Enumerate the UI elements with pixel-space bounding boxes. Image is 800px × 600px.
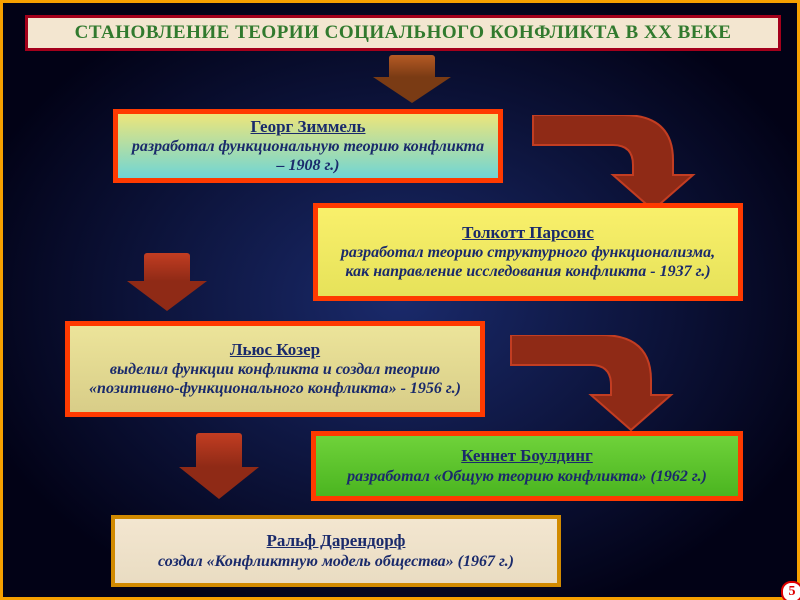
card-desc: разработал «Общую теорию конфликта» (196… xyxy=(347,467,707,486)
card-desc: выделил функции конфликта и создал теори… xyxy=(80,360,470,398)
card-desc: разработал функциональную теорию конфлик… xyxy=(128,137,488,175)
card-boulding: Кеннет Боулдингразработал «Общую теорию … xyxy=(311,431,743,501)
arrow-curved xyxy=(503,115,703,215)
arrow-curved xyxy=(481,335,681,435)
card-name: Георг Зиммель xyxy=(251,117,366,137)
card-parsons: Толкотт Парсонсразработал теорию структу… xyxy=(313,203,743,301)
slide-title: СТАНОВЛЕНИЕ ТЕОРИИ СОЦИАЛЬНОГО КОНФЛИКТА… xyxy=(25,15,781,51)
slide-stage: СТАНОВЛЕНИЕ ТЕОРИИ СОЦИАЛЬНОГО КОНФЛИКТА… xyxy=(0,0,800,600)
card-name: Толкотт Парсонс xyxy=(462,223,594,243)
card-dahrendorf: Ральф Дарендорфсоздал «Конфликтную модел… xyxy=(111,515,561,587)
card-name: Кеннет Боулдинг xyxy=(461,446,593,466)
card-name: Льюс Козер xyxy=(230,340,320,360)
card-desc: разработал теорию структурного функциона… xyxy=(328,243,728,281)
arrow-down xyxy=(127,253,207,311)
arrow-down xyxy=(373,55,451,103)
arrow-down xyxy=(179,433,259,499)
slide-number: 5 xyxy=(781,581,800,600)
card-name: Ральф Дарендорф xyxy=(267,531,406,551)
card-coser: Льюс Козервыделил функции конфликта и со… xyxy=(65,321,485,417)
card-desc: создал «Конфликтную модель общества» (19… xyxy=(158,552,514,571)
card-simmel: Георг Зиммельразработал функциональную т… xyxy=(113,109,503,183)
